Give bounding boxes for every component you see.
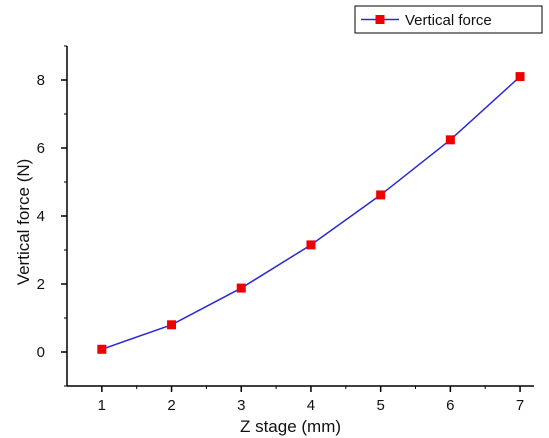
x-tick-label: 1 xyxy=(98,397,106,414)
legend: Vertical force xyxy=(354,5,543,34)
y-tick-label: 2 xyxy=(37,276,45,293)
data-point-marker xyxy=(97,344,107,354)
y-tick-label: 4 xyxy=(37,208,45,225)
series-line xyxy=(101,76,521,350)
data-point-marker xyxy=(236,283,246,293)
y-tick-label: 0 xyxy=(37,344,45,361)
x-tick-label: 5 xyxy=(376,397,384,414)
data-point-marker xyxy=(515,72,525,82)
data-point-marker xyxy=(445,135,455,145)
data-point-marker xyxy=(376,190,386,200)
legend-label: Vertical force xyxy=(405,12,492,29)
data-point-marker xyxy=(167,320,177,330)
x-tick-label: 7 xyxy=(516,397,524,414)
axes xyxy=(66,46,534,387)
y-axis-title: Vertical force (N) xyxy=(14,159,33,286)
y-ticks: 0 2 4 6 8 xyxy=(37,45,67,387)
x-tick-label: 3 xyxy=(237,397,245,414)
x-axis-title: Z stage (mm) xyxy=(240,417,341,436)
y-tick-label: 6 xyxy=(37,140,45,157)
x-tick-label: 2 xyxy=(167,397,175,414)
y-tick-label: 8 xyxy=(37,72,45,89)
data-point-marker xyxy=(306,240,316,250)
x-tick-label: 6 xyxy=(446,397,454,414)
series-group xyxy=(97,72,525,354)
legend-marker-swatch xyxy=(375,15,385,24)
x-tick-label: 4 xyxy=(307,397,315,414)
x-ticks: 1 2 3 4 5 6 7 xyxy=(98,386,524,414)
